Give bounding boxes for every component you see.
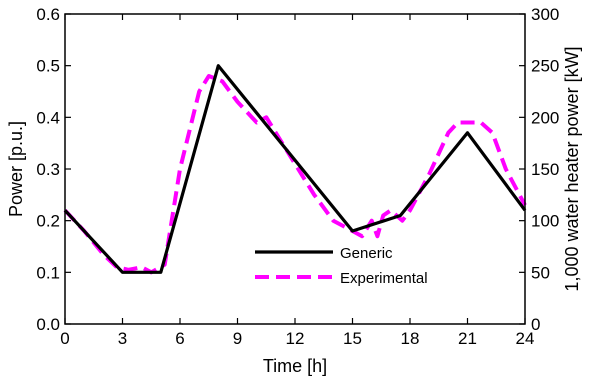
x-tick-label-5: 15 <box>343 329 362 348</box>
y-tick-label-6: 0.6 <box>36 5 60 24</box>
y-axis-title: Power [p.u.] <box>6 121 26 217</box>
x-axis-title: Time [h] <box>263 356 327 376</box>
x-tick-label-1: 3 <box>118 329 127 348</box>
y2-tick-label-0: 0 <box>531 315 540 334</box>
plot-frame <box>64 13 526 325</box>
series-layer <box>63 64 527 275</box>
y2-tick-label-1: 50 <box>531 263 550 282</box>
y-tick-label-5: 0.5 <box>36 57 60 76</box>
y2-tick-label-3: 150 <box>531 160 559 179</box>
y2-tick-label-4: 200 <box>531 108 559 127</box>
x-tick-label-8: 24 <box>516 329 535 348</box>
y-tick-label-4: 0.4 <box>36 108 60 127</box>
y-tick-label-3: 0.3 <box>36 160 60 179</box>
ticks-layer: 0 3 6 9 12 15 18 21 24 0.0 0.1 0.2 0.3 0.4 0.5 0.6 0 50 10… <box>36 5 559 348</box>
y-tick-label-0: 0.0 <box>36 315 60 334</box>
series-line-generic <box>63 64 527 274</box>
y2-tick-label-5: 250 <box>531 57 559 76</box>
legend: Generic Experimental <box>255 245 428 287</box>
y-tick-label-2: 0.2 <box>36 212 60 231</box>
x-tick-label-0: 0 <box>60 329 69 348</box>
y2-axis-title: 1,000 water heater power [kW] <box>562 46 582 291</box>
x-tick-label-3: 9 <box>233 329 242 348</box>
x-tick-label-7: 21 <box>458 329 477 348</box>
x-tick-label-6: 18 <box>401 329 420 348</box>
x-tick-label-2: 6 <box>175 329 184 348</box>
y2-tick-label-6: 300 <box>531 5 559 24</box>
x-tick-label-4: 12 <box>286 329 305 348</box>
series-line-experimental <box>63 74 527 275</box>
legend-label-generic: Generic <box>340 245 393 262</box>
y2-tick-label-2: 100 <box>531 212 559 231</box>
legend-label-experimental: Experimental <box>340 270 428 287</box>
y-tick-label-1: 0.1 <box>36 263 60 282</box>
